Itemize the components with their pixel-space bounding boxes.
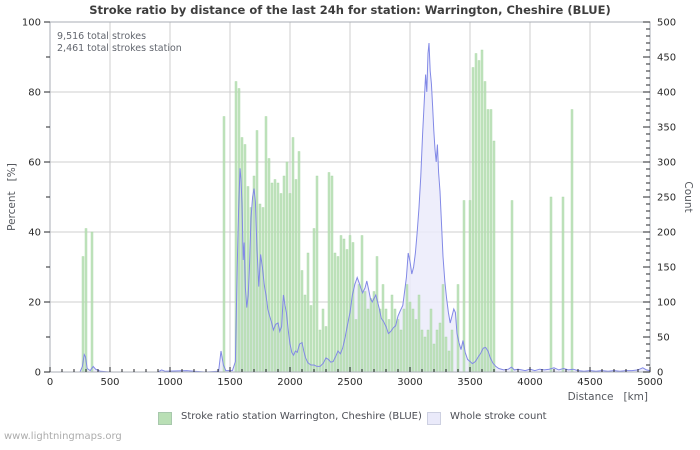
- svg-text:5000: 5000: [637, 377, 662, 388]
- svg-text:2500: 2500: [337, 377, 362, 388]
- svg-text:100: 100: [22, 18, 41, 29]
- total-strokes-station-annotation: 2,461 total strokes station: [57, 43, 182, 54]
- svg-text:450: 450: [657, 53, 676, 64]
- site-watermark-link[interactable]: www.lightningmaps.org: [4, 431, 122, 442]
- svg-text:150: 150: [657, 263, 676, 274]
- svg-text:3000: 3000: [397, 377, 422, 388]
- stroke-ratio-swatch: [158, 412, 172, 425]
- left-axis-title: Percent [%]: [6, 163, 18, 231]
- svg-text:4500: 4500: [577, 377, 602, 388]
- svg-text:50: 50: [657, 333, 670, 344]
- svg-text:0: 0: [657, 368, 663, 379]
- svg-text:500: 500: [657, 18, 676, 29]
- legend-label-whole-stroke-count: Whole stroke count: [450, 411, 547, 422]
- svg-text:0: 0: [35, 368, 41, 379]
- svg-text:1500: 1500: [217, 377, 242, 388]
- svg-text:60: 60: [28, 158, 41, 169]
- svg-text:500: 500: [100, 377, 119, 388]
- svg-text:200: 200: [657, 228, 676, 239]
- legend-label-stroke-ratio: Stroke ratio station Warrington, Cheshir…: [181, 411, 422, 422]
- svg-text:80: 80: [28, 88, 41, 99]
- svg-text:1000: 1000: [157, 377, 182, 388]
- svg-text:300: 300: [657, 158, 676, 169]
- svg-text:250: 250: [657, 193, 676, 204]
- whole-stroke-count-swatch: [427, 412, 441, 425]
- svg-text:400: 400: [657, 88, 676, 99]
- svg-text:100: 100: [657, 298, 676, 309]
- svg-text:2000: 2000: [277, 377, 302, 388]
- total-strokes-annotation: 9,516 total strokes: [57, 31, 147, 42]
- svg-text:20: 20: [28, 298, 41, 309]
- svg-text:40: 40: [28, 228, 41, 239]
- chart-title: Stroke ratio by distance of the last 24h…: [89, 3, 611, 17]
- svg-text:350: 350: [657, 123, 676, 134]
- svg-text:3500: 3500: [457, 377, 482, 388]
- svg-text:4000: 4000: [517, 377, 542, 388]
- right-axis-title: Count: [682, 181, 694, 213]
- x-axis-title: Distance [km]: [567, 391, 648, 403]
- svg-text:0: 0: [47, 377, 53, 388]
